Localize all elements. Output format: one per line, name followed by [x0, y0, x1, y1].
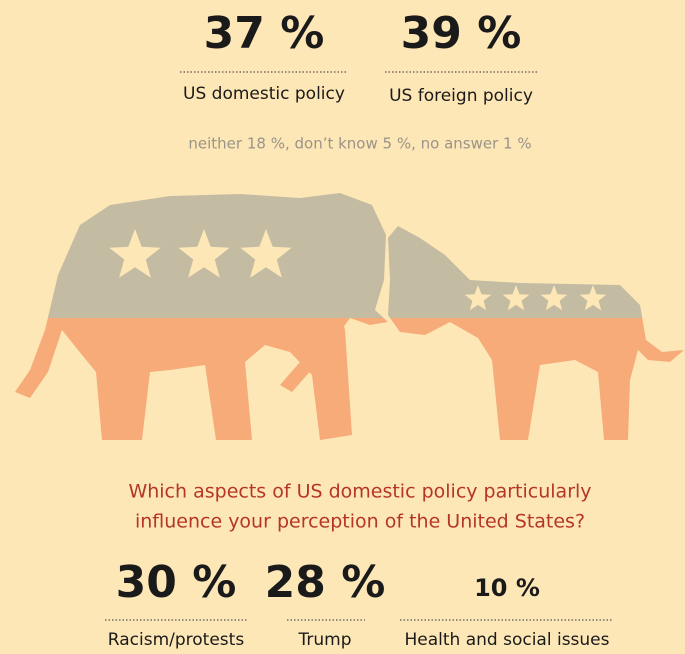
star [178, 229, 230, 278]
stat-label: US domestic policy [183, 84, 345, 104]
star [502, 285, 530, 311]
stat-value: 37 % [204, 8, 325, 59]
other-answers: neither 18 %, don’t know 5 %, no answer … [188, 135, 531, 153]
stat-label: Trump [297, 630, 351, 650]
stat-value: 39 % [401, 8, 522, 59]
star [109, 229, 161, 278]
star [464, 285, 492, 311]
star [540, 285, 568, 311]
stat-value: 28 % [265, 557, 386, 608]
orange-half [15, 318, 684, 440]
stars [109, 229, 607, 311]
star [240, 229, 292, 278]
stat-label: US foreign policy [389, 86, 533, 106]
star [579, 285, 607, 311]
stat-value: 10 % [474, 574, 540, 602]
animal-silhouettes [15, 193, 684, 440]
stat-label: Racism/protests [108, 630, 245, 650]
question-line: influence your perception of the United … [135, 511, 585, 533]
stat-label: Health and social issues [404, 630, 609, 650]
stat-value: 30 % [116, 557, 237, 608]
question-line: Which aspects of US domestic policy part… [128, 481, 591, 503]
gray-half [15, 193, 684, 318]
